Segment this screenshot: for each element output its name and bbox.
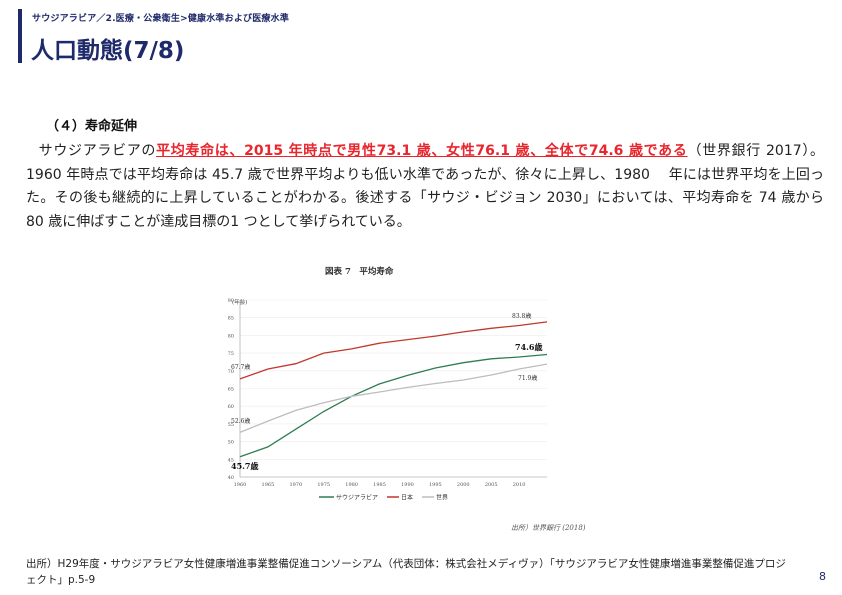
chart-series-lines [239,321,548,458]
label-world-end: 71.9歳 [518,374,537,382]
x-tick-label: 1965 [262,482,275,488]
section-body-text: サウジアラビアの平均寿命は、2015 年時点で男性73.1 歳、女性76.1 歳… [26,140,824,234]
label-japan-start: 67.7歳 [231,363,250,371]
chart-ylabel: (年齢) [232,298,247,306]
chart-x-ticks: 1960 1965 1970 1975 1980 1985 1990 1995 2000 2005… [234,482,526,488]
y-tick-label: 65 [228,387,234,393]
chart-legend: サウジアラビア 日本 世界 [319,494,448,502]
chart-title: 図表 7 平均寿命 [325,266,394,277]
y-tick-label: 40 [228,475,234,481]
x-tick-label: 1960 [234,482,247,488]
chart-source-note: 出所）世界銀行 (2018) [511,524,586,532]
y-tick-label: 90 [228,298,234,304]
body-text-intro: サウジアラビアの [38,143,157,159]
y-tick-label: 60 [228,404,234,410]
legend-label-world: 世界 [436,494,448,502]
chart-y-ticks: 40 45 50 55 60 65 70 75 80 85 90 [228,298,234,481]
life-expectancy-chart: 図表 7 平均寿命 (年齢) 40 45 50 55 60 65 70 75 80 85 90 19… [228,266,586,532]
label-world-start: 52.6歳 [231,417,250,425]
section-heading: （４）寿命延伸 [46,119,138,134]
footer-source: 出所）H29年度・サウジアラビア女性健康増進事業整備促進コンソーシアム（代表団体… [26,558,786,586]
x-tick-label: 2010 [513,482,526,488]
body-text-rest: （世界銀行 2017）。1960 年時点では平均寿命は 45.7 歳で世界平均よ… [26,143,824,230]
x-tick-label: 1980 [345,482,358,488]
legend-label-japan: 日本 [401,494,413,502]
y-tick-label: 75 [228,351,234,357]
y-tick-label: 55 [228,422,234,428]
x-tick-label: 1990 [401,482,414,488]
label-saudi-end: 74.6歳 [515,342,542,352]
label-saudi-start: 45.7歳 [231,461,258,471]
y-tick-label: 80 [228,333,234,339]
x-tick-label: 2000 [457,482,470,488]
x-tick-label: 2005 [485,482,498,488]
chart-gridlines [239,299,547,478]
y-tick-label: 50 [228,440,234,446]
x-tick-label: 1975 [317,482,330,488]
legend-label-saudi: サウジアラビア [336,494,378,502]
series-line-world [239,363,548,434]
breadcrumb: サウジアラビア／2.医療・公衆衛生>健康水準および医療水準 [32,14,290,24]
y-tick-label: 45 [228,457,234,463]
series-line-saudi [239,353,548,458]
x-tick-label: 1995 [429,482,442,488]
series-line-japan [239,321,548,380]
x-tick-label: 1970 [289,482,302,488]
header-accent-bar [18,9,22,63]
y-tick-label: 70 [228,369,234,375]
label-japan-end: 83.8歳 [512,312,531,320]
page-number: 8 [819,570,826,583]
y-tick-label: 85 [228,316,234,322]
page-title: 人口動態(7/8) [31,38,185,64]
body-text-highlight: 平均寿命は、2015 年時点で男性73.1 歳、女性76.1 歳、全体で74.6… [156,143,688,159]
x-tick-label: 1985 [373,482,386,488]
